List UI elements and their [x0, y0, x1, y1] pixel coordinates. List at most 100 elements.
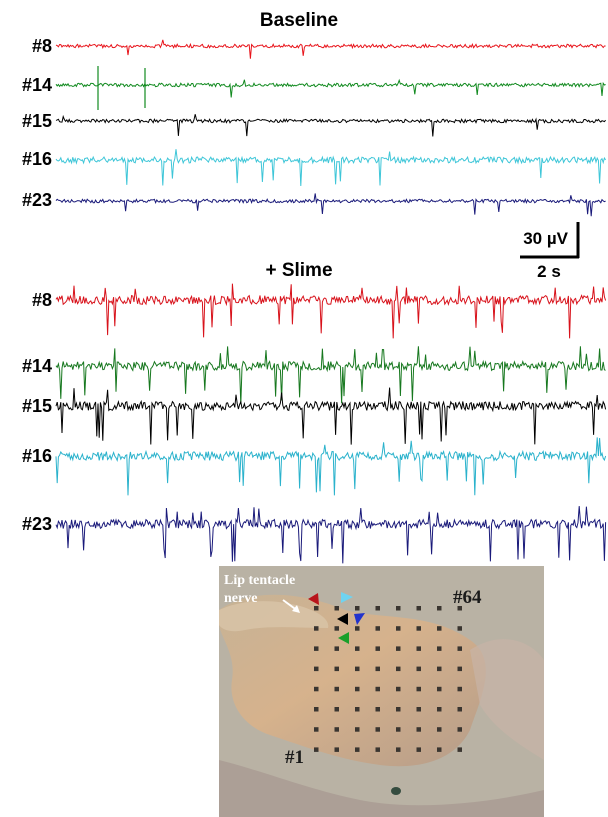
slime-trace-ch15	[55, 387, 607, 445]
baseline-title: Baseline	[260, 10, 338, 31]
electrode-site	[334, 606, 339, 611]
electrode-site	[457, 707, 462, 712]
slime-label-ch23: #23	[22, 514, 52, 534]
electrode-site	[457, 626, 462, 631]
electrode-site	[355, 747, 360, 752]
electrode-site	[416, 727, 421, 732]
tissue-dark-spot	[391, 787, 401, 795]
electrode-grid	[314, 606, 462, 752]
electrode-site	[334, 646, 339, 651]
baseline-trace-ch16	[55, 149, 607, 187]
electrode-site	[334, 747, 339, 752]
electrode-site	[355, 606, 360, 611]
electrode-array-photo: Lip tentacle nerve #64 #1	[219, 566, 544, 817]
electrode-site	[355, 646, 360, 651]
marker-green	[338, 632, 349, 644]
electrode-site	[334, 626, 339, 631]
electrode-site	[375, 666, 380, 672]
electrode-site	[437, 727, 442, 732]
electrode-site	[457, 666, 462, 672]
electrode-site	[355, 727, 360, 732]
electrode-site	[355, 626, 360, 631]
electrode-site	[416, 747, 421, 752]
electrode-site	[334, 727, 339, 732]
slime-trace-ch23	[55, 506, 607, 564]
lower-tissue	[219, 760, 544, 817]
electrode-site	[396, 646, 401, 651]
electrode-site	[334, 686, 339, 692]
scale-amplitude-label: 30 µV	[523, 229, 568, 248]
electrode-site	[375, 606, 380, 611]
nerve-pointer-arrowhead	[292, 605, 300, 613]
baseline-label-ch23: #23	[22, 190, 52, 210]
electrode-site	[375, 646, 380, 651]
baseline-trace-ch14	[55, 78, 606, 98]
electrode-site	[314, 747, 319, 752]
marker-red	[308, 593, 319, 605]
electrode-site	[457, 646, 462, 651]
electrode-site	[416, 707, 421, 712]
electrode-site	[437, 747, 442, 752]
electrode-site	[437, 707, 442, 712]
electrode-site	[375, 747, 380, 752]
electrode-site	[396, 686, 401, 692]
electrode-site	[457, 747, 462, 752]
electrode-site	[314, 646, 319, 651]
electrode-site	[396, 626, 401, 631]
marker-light-blue	[341, 592, 353, 603]
electrode-site	[396, 606, 401, 611]
scale-bar: 30 µV 2 s	[520, 222, 580, 281]
marker-black	[337, 613, 348, 625]
electrode-site	[416, 686, 421, 692]
slime-label-ch8: #8	[32, 290, 52, 310]
electrode-site	[375, 686, 380, 692]
electrode-site	[314, 666, 319, 672]
electrode-last-label: #64	[453, 587, 482, 608]
electrode-site	[396, 666, 401, 672]
right-tissue	[470, 639, 544, 760]
electrode-site	[396, 727, 401, 732]
electrode-site	[396, 747, 401, 752]
electrode-site	[334, 666, 339, 672]
baseline-traces	[55, 39, 607, 217]
marker-blue	[354, 613, 365, 625]
electrode-site	[375, 727, 380, 732]
slime-trace-ch8	[55, 283, 607, 339]
nerve-tissue	[219, 601, 329, 632]
electrode-site	[355, 707, 360, 712]
baseline-label-ch8: #8	[32, 36, 52, 56]
electrode-site	[457, 686, 462, 692]
electrode-site	[437, 606, 442, 611]
baseline-channel-labels: #8 #14 #15 #16 #23	[22, 36, 52, 210]
scale-time-label: 2 s	[537, 262, 561, 281]
slime-channel-labels: #8 #14 #15 #16 #23	[22, 290, 52, 534]
electrode-site	[334, 707, 339, 712]
slime-traces	[55, 283, 607, 564]
electrode-site	[437, 646, 442, 651]
electrode-site	[437, 686, 442, 692]
baseline-trace-ch15	[55, 114, 606, 137]
electrode-site	[314, 727, 319, 732]
electrode-markers	[308, 592, 365, 644]
electrode-site	[457, 727, 462, 732]
electrode-site	[355, 686, 360, 692]
slime-trace-ch16	[55, 437, 607, 496]
tissue-region	[219, 594, 486, 767]
slime-label-ch16: #16	[22, 446, 52, 466]
baseline-trace-ch23	[55, 193, 606, 217]
electrode-first-label: #1	[285, 747, 304, 768]
baseline-trace-ch8	[55, 39, 606, 59]
slime-label-ch14: #14	[22, 356, 52, 376]
electrode-site	[416, 646, 421, 651]
electrode-site	[416, 606, 421, 611]
electrode-site	[416, 666, 421, 672]
nerve-label-line2: nerve	[224, 591, 257, 606]
electrode-site	[375, 626, 380, 631]
baseline-label-ch15: #15	[22, 111, 52, 131]
electrode-site	[375, 707, 380, 712]
slime-title: + Slime	[265, 260, 332, 281]
electrode-site	[437, 626, 442, 631]
electrode-site	[457, 606, 462, 611]
electrode-site	[314, 686, 319, 692]
